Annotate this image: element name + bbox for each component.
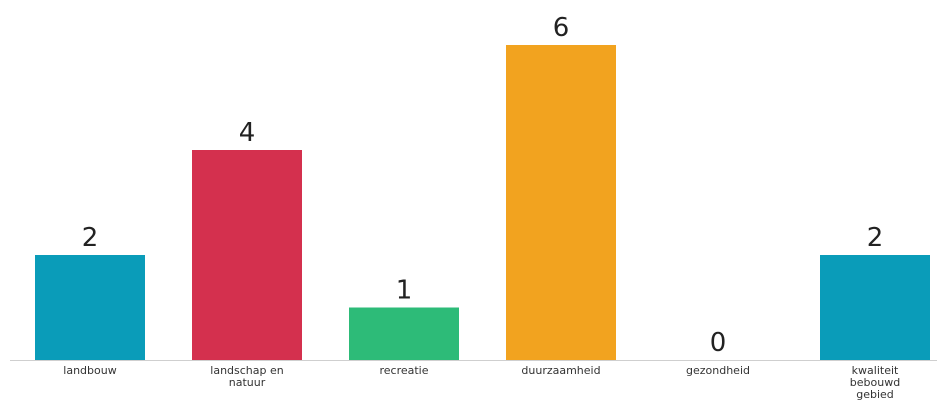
value-label: 2 [867, 223, 884, 253]
value-label: 1 [396, 276, 413, 306]
value-label: 2 [82, 223, 99, 253]
category-label-line: kwaliteit [852, 364, 899, 377]
category-label-line: recreatie [379, 364, 428, 377]
category-label-line: duurzaamheid [521, 364, 600, 377]
category-labels-group: landbouw landschap en natuur recreatie duurz… [63, 364, 900, 401]
category-label: kwaliteit bebouwd gebied [850, 364, 900, 401]
category-label: landbouw [63, 364, 116, 377]
category-label-line: gebied [856, 388, 894, 401]
category-label: duurzaamheid [521, 364, 600, 377]
bar [35, 255, 145, 360]
category-label-line: natuur [229, 376, 266, 389]
bar [820, 255, 930, 360]
value-label: 6 [553, 13, 570, 43]
category-label-line: gezondheid [686, 364, 750, 377]
category-label-line: bebouwd [850, 376, 900, 389]
category-label-line: landschap en [210, 364, 283, 377]
value-label: 0 [710, 328, 727, 358]
category-label: gezondheid [686, 364, 750, 377]
category-label-line: landbouw [63, 364, 116, 377]
value-labels-group: 2 4 1 6 0 2 [82, 13, 884, 358]
bar [192, 150, 302, 360]
bar [506, 45, 616, 360]
bars-group [35, 45, 930, 360]
category-label: landschap en natuur [210, 364, 283, 389]
value-label: 4 [239, 118, 256, 148]
bar [349, 307, 459, 360]
category-label: recreatie [379, 364, 428, 377]
